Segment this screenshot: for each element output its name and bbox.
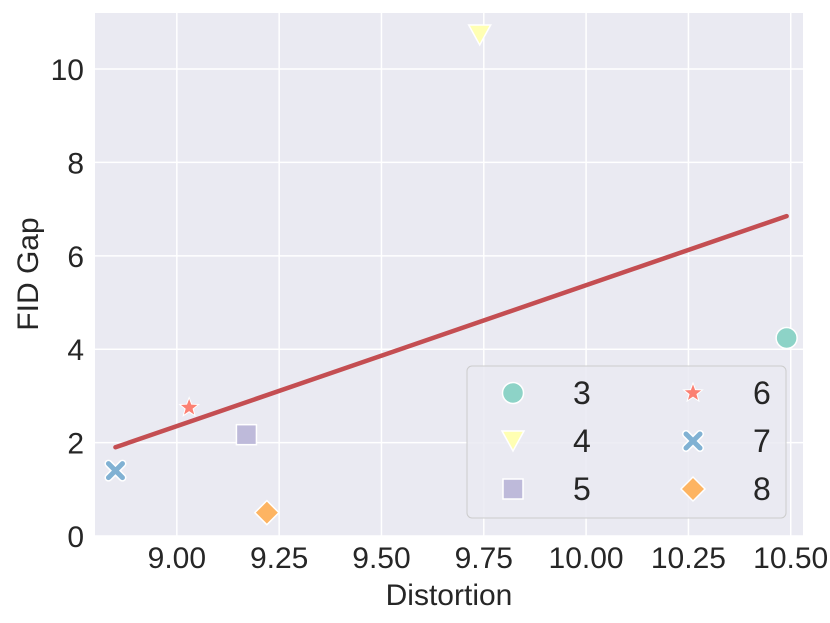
x-tick-label: 10.25 [651, 542, 726, 575]
y-tick-label: 4 [67, 334, 84, 367]
y-tick-label: 10 [51, 54, 84, 87]
y-tick-label: 6 [67, 241, 84, 274]
x-tick-label: 9.25 [250, 542, 308, 575]
y-tick-label: 0 [67, 521, 84, 554]
legend-marker-8 [679, 475, 707, 503]
legend-label-8: 8 [753, 471, 771, 507]
regression-line [113, 213, 789, 450]
legend-marker-6 [682, 381, 704, 403]
data-point-7 [104, 459, 127, 482]
x-tick-label: 10.00 [549, 542, 624, 575]
legend-marker-5 [502, 478, 524, 500]
legend-marker-7 [682, 430, 704, 452]
grid-lines [95, 13, 803, 537]
data-point-5 [235, 423, 258, 446]
legend-label-5: 5 [573, 471, 591, 507]
legend-marker-4 [500, 430, 526, 453]
legend-label-4: 4 [573, 423, 591, 459]
x-tick-label: 9.50 [352, 542, 410, 575]
x-tick-label: 9.75 [455, 542, 513, 575]
y-tick-label: 2 [67, 428, 84, 461]
x-axis-title: Distortion [386, 579, 513, 612]
y-tick-labels: 0 2 4 6 8 10 [51, 54, 84, 554]
legend: 3 4 5 6 7 8 [466, 365, 787, 519]
x-tick-label: 10.50 [753, 542, 828, 575]
legend-marker-3 [501, 381, 525, 405]
data-point-6 [178, 396, 200, 417]
x-tick-label: 9.00 [148, 542, 206, 575]
data-point-8 [253, 499, 280, 526]
regression-line-group [113, 213, 789, 450]
y-axis-title: FID Gap [12, 217, 45, 330]
legend-box [466, 365, 787, 519]
data-points [104, 24, 798, 526]
legend-label-7: 7 [753, 423, 771, 459]
y-tick-label: 8 [67, 147, 84, 180]
x-tick-labels: 9.00 9.25 9.50 9.75 10.00 10.25 10.50 [148, 542, 829, 575]
data-point-4 [467, 24, 492, 47]
data-point-3 [775, 326, 798, 350]
legend-label-3: 3 [573, 375, 591, 411]
legend-label-6: 6 [753, 375, 771, 411]
